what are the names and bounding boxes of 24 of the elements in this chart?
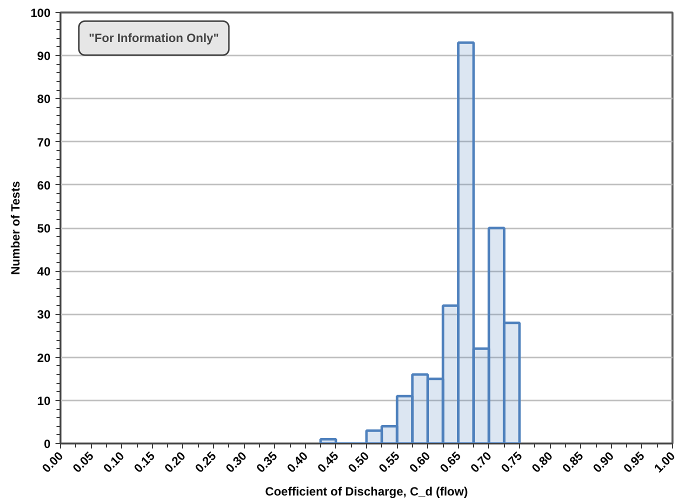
annotation: "For Information Only" xyxy=(88,31,219,46)
y-axis-title: Number of Tests xyxy=(8,180,22,275)
x-tick-label: 0.90 xyxy=(590,448,617,476)
x-tick-label: 0.50 xyxy=(345,448,372,476)
y-tick-label: 70 xyxy=(37,135,51,150)
y-tick-label: 50 xyxy=(37,222,51,236)
x-tick-label: 0.10 xyxy=(100,448,128,476)
y-tick-label: 90 xyxy=(37,49,51,64)
x-tick-label: 0.30 xyxy=(222,448,250,476)
y-tick-label: 10 xyxy=(37,394,51,408)
y-tick-label: 80 xyxy=(37,92,51,106)
y-tick-label: 40 xyxy=(37,264,51,279)
y-tick-label: 0 xyxy=(44,437,51,451)
y-tick-label: 30 xyxy=(37,308,51,322)
x-tick-label: 0.70 xyxy=(468,448,494,476)
x-tick-label: 0.20 xyxy=(162,448,188,476)
x-tick-label: 0.80 xyxy=(528,448,556,476)
x-tick-label: 0.40 xyxy=(284,448,311,476)
y-tick-label: 60 xyxy=(37,178,51,192)
x-tick-label: 0.00 xyxy=(39,448,66,476)
x-tick-label: 0.60 xyxy=(406,448,434,476)
y-tick-label: 100 xyxy=(30,6,51,20)
x-axis-title: Coefficient of Discharge, C_d (flow) xyxy=(265,484,468,498)
y-tick-label: 20 xyxy=(37,350,51,365)
